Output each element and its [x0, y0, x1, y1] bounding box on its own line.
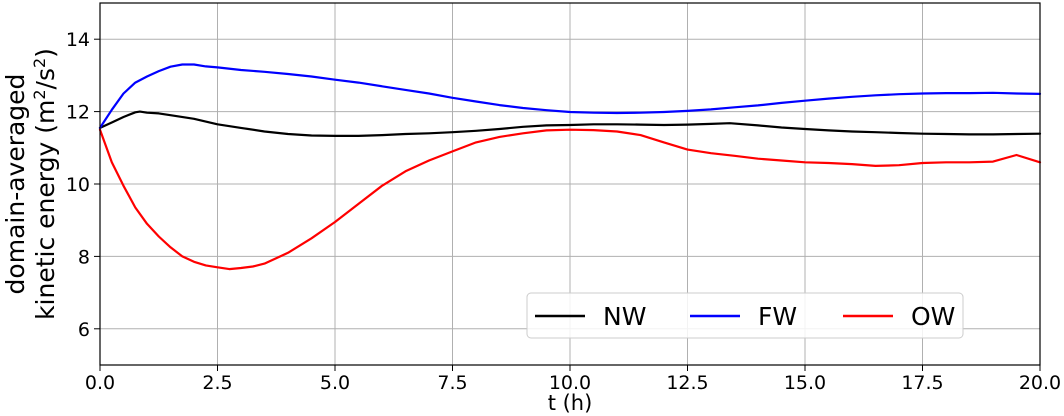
x-tick-label: 2.5: [202, 372, 232, 394]
series-line-fw: [98, 63, 1042, 130]
y-tick-label: 10: [66, 174, 90, 196]
x-axis-label: t (h): [548, 391, 593, 415]
y-axis-label: domain-averaged kinetic energy (m2/s2): [1, 48, 60, 320]
x-tick-label: 12.5: [666, 372, 708, 394]
x-tick-label: 7.5: [437, 372, 467, 394]
y-axis-label-part3: ): [31, 48, 60, 58]
legend: NW FW OW: [526, 292, 964, 339]
x-tick-label: 17.5: [901, 372, 943, 394]
legend-label-fw: FW: [758, 302, 797, 331]
y-axis-label-sup1: 2: [30, 89, 49, 99]
y-tick-label: 6: [78, 319, 90, 341]
x-tick-label: 20.0: [1019, 372, 1061, 394]
x-tick-label: 0.0: [85, 372, 115, 394]
y-axis-label-line1: domain-averaged: [1, 74, 30, 295]
y-axis-label-part1: kinetic energy (m: [31, 100, 60, 320]
series-line-ow: [98, 128, 1042, 271]
y-axis-label-sup2: 2: [30, 58, 49, 68]
legend-box: [526, 292, 964, 339]
x-axis-ticks: 0.0 2.5 5.0 7.5 10.0 12.5 15.0 17.5 20.0: [85, 365, 1061, 394]
series-line-nw: [98, 110, 1042, 137]
series-lines: [98, 63, 1042, 271]
y-tick-label: 14: [66, 29, 90, 51]
legend-label-nw: NW: [603, 302, 646, 331]
y-tick-label: 8: [78, 246, 90, 268]
x-tick-label: 15.0: [784, 372, 826, 394]
y-axis-ticks: 6 8 10 12 14: [66, 29, 100, 341]
x-tick-label: 5.0: [320, 372, 350, 394]
x-tick-label: 10.0: [549, 372, 591, 394]
y-tick-label: 12: [66, 102, 90, 124]
y-axis-label-part2: /s: [31, 68, 60, 89]
y-axis-label-line2: kinetic energy (m2/s2): [30, 48, 60, 320]
legend-label-ow: OW: [911, 302, 955, 331]
